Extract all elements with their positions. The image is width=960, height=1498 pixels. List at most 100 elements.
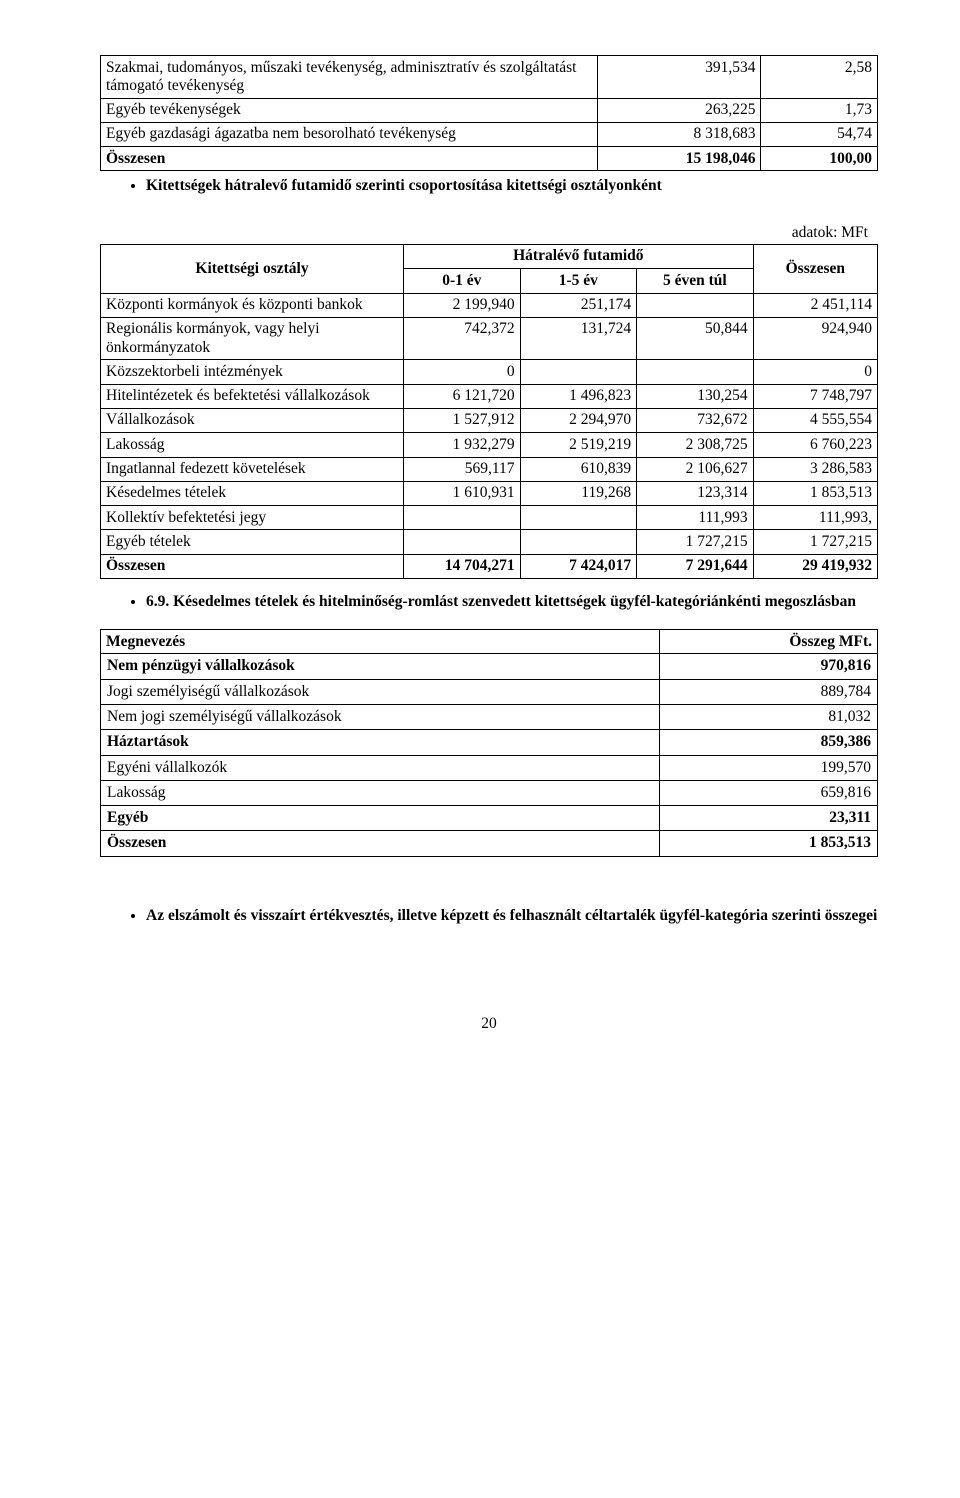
table-row: Összesen1 853,513 (101, 831, 878, 856)
cell-value: 391,534 (598, 56, 761, 99)
cell-value: 0 (404, 360, 521, 384)
cell-label: Egyéb (101, 806, 660, 831)
cell-value: 1 496,823 (520, 384, 637, 408)
bullet-list-1: Kitettségek hátralevő futamidő szerinti … (146, 177, 878, 195)
table-row: Hitelintézetek és befektetési vállalkozá… (101, 384, 878, 408)
th-category: Kitettségi osztály (101, 244, 404, 293)
cell-value: 2 519,219 (520, 433, 637, 457)
cell-value: 3 286,583 (753, 457, 877, 481)
cell-value: 659,816 (660, 780, 878, 805)
cell-label: Egyéni vállalkozók (101, 755, 660, 780)
cell-value: 1 932,279 (404, 433, 521, 457)
table-row: Háztartások859,386 (101, 730, 878, 755)
cell-value: 924,940 (753, 317, 877, 360)
cell-label: Közszektorbeli intézmények (101, 360, 404, 384)
cell-value: 732,672 (637, 408, 754, 432)
cell-value: 970,816 (660, 654, 878, 679)
table-row: Nem jogi személyiségű vállalkozások81,03… (101, 705, 878, 730)
cell-value: 1,73 (761, 98, 878, 122)
section-69-heading: 6.9. Késedelmes tételek és hitelminőség-… (146, 593, 878, 611)
table-row: Vállalkozások1 527,9122 294,970732,6724 … (101, 408, 878, 432)
cell-label: Vállalkozások (101, 408, 404, 432)
cell-value (404, 530, 521, 554)
th-megnevezes: Megnevezés (101, 630, 660, 654)
table-row: Egyéb tételek1 727,2151 727,215 (101, 530, 878, 554)
cell-value: 889,784 (660, 679, 878, 704)
cell-value (637, 293, 754, 317)
cell-value (404, 506, 521, 530)
cell-value: 123,314 (637, 481, 754, 505)
table-row: Szakmai, tudományos, műszaki tevékenység… (101, 56, 878, 99)
cell-value: 4 555,554 (753, 408, 877, 432)
cell-value: 8 318,683 (598, 122, 761, 146)
bullet-list-69: 6.9. Késedelmes tételek és hitelminőség-… (146, 593, 878, 611)
cell-value: 15 198,046 (598, 147, 761, 171)
page-number: 20 (100, 1015, 878, 1033)
th-osszeg: Összeg MFt. (660, 630, 878, 654)
table-megnevezes: Megnevezés Összeg MFt. Nem pénzügyi váll… (100, 629, 878, 857)
cell-value (637, 360, 754, 384)
cell-value: 111,993, (753, 506, 877, 530)
cell-value: 7 424,017 (520, 554, 637, 578)
bullet-hatralevo: Kitettségek hátralevő futamidő szerinti … (146, 177, 878, 195)
cell-value: 610,839 (520, 457, 637, 481)
cell-value: 199,570 (660, 755, 878, 780)
th-1-5: 1-5 év (520, 269, 637, 293)
cell-value: 6 121,720 (404, 384, 521, 408)
cell-value: 54,74 (761, 122, 878, 146)
cell-label: Összesen (101, 831, 660, 856)
cell-label: Szakmai, tudományos, műszaki tevékenység… (101, 56, 598, 99)
th-futamido: Hátralévő futamidő (404, 244, 754, 268)
cell-value: 2 106,627 (637, 457, 754, 481)
cell-value: 1 853,513 (660, 831, 878, 856)
cell-value: 1 527,912 (404, 408, 521, 432)
cell-value: 2 294,970 (520, 408, 637, 432)
cell-label: Lakosság (101, 433, 404, 457)
cell-label: Összesen (101, 147, 598, 171)
table-maturity-breakdown: Kitettségi osztály Hátralévő futamidő Ös… (100, 244, 878, 579)
cell-value: 29 419,932 (753, 554, 877, 578)
table-row: Ingatlannal fedezett követelések569,1176… (101, 457, 878, 481)
table3-head: Megnevezés Összeg MFt. (101, 630, 878, 654)
cell-label: Központi kormányok és központi bankok (101, 293, 404, 317)
table-row: Kollektív befektetési jegy111,993111,993… (101, 506, 878, 530)
table-row: Késedelmes tételek1 610,931119,268123,31… (101, 481, 878, 505)
table-row: Közszektorbeli intézmények00 (101, 360, 878, 384)
cell-value: 130,254 (637, 384, 754, 408)
cell-value: 1 727,215 (637, 530, 754, 554)
table-row: Egyéb tevékenységek263,2251,73 (101, 98, 878, 122)
adatok-label: adatok: MFt (100, 224, 868, 242)
table-row: Lakosság659,816 (101, 780, 878, 805)
cell-label: Összesen (101, 554, 404, 578)
cell-value: 742,372 (404, 317, 521, 360)
cell-label: Hitelintézetek és befektetési vállalkozá… (101, 384, 404, 408)
bullet-bottom: Az elszámolt és visszaírt értékvesztés, … (146, 907, 878, 925)
cell-value: 7 748,797 (753, 384, 877, 408)
cell-value: 131,724 (520, 317, 637, 360)
table-row: Jogi személyiségű vállalkozások889,784 (101, 679, 878, 704)
cell-value: 7 291,644 (637, 554, 754, 578)
cell-label: Ingatlannal fedezett követelések (101, 457, 404, 481)
cell-value: 50,844 (637, 317, 754, 360)
cell-value: 1 853,513 (753, 481, 877, 505)
table-row: Nem pénzügyi vállalkozások970,816 (101, 654, 878, 679)
cell-value: 859,386 (660, 730, 878, 755)
cell-label: Jogi személyiségű vállalkozások (101, 679, 660, 704)
cell-value: 100,00 (761, 147, 878, 171)
th-5plus: 5 éven túl (637, 269, 754, 293)
table-row: Egyéni vállalkozók199,570 (101, 755, 878, 780)
cell-value: 2,58 (761, 56, 878, 99)
cell-label: Nem jogi személyiségű vállalkozások (101, 705, 660, 730)
cell-label: Háztartások (101, 730, 660, 755)
cell-value (520, 506, 637, 530)
table-row: Lakosság1 932,2792 519,2192 308,7256 760… (101, 433, 878, 457)
cell-value (520, 360, 637, 384)
table-row: Összesen14 704,2717 424,0177 291,64429 4… (101, 554, 878, 578)
cell-value: 119,268 (520, 481, 637, 505)
cell-label: Kollektív befektetési jegy (101, 506, 404, 530)
cell-label: Lakosság (101, 780, 660, 805)
cell-value: 81,032 (660, 705, 878, 730)
cell-label: Regionális kormányok, vagy helyi önkormá… (101, 317, 404, 360)
th-osszesen: Összesen (753, 244, 877, 293)
table-row: Központi kormányok és központi bankok2 1… (101, 293, 878, 317)
